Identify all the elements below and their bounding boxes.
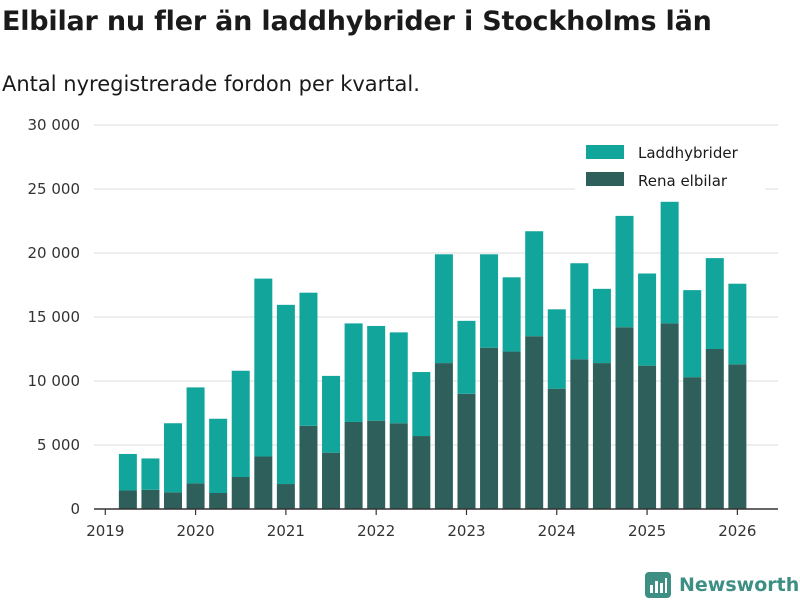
bar-laddhybrider (254, 278, 273, 457)
legend-label-laddhybrider: Laddhybrider (638, 144, 739, 162)
bar-rena-elbilar (502, 351, 521, 509)
legend-swatch-rena-elbilar (586, 172, 624, 186)
bar-rena-elbilar (322, 452, 341, 509)
bar-rena-elbilar (367, 420, 386, 509)
bar-laddhybrider (118, 453, 137, 491)
x-axis: 2019 2020 2021 2022 2023 2024 2025 2026 (86, 508, 778, 540)
bar-laddhybrider (141, 458, 160, 490)
bar-laddhybrider (705, 258, 724, 349)
bar-rena-elbilar (164, 492, 183, 509)
bar-rena-elbilar (457, 393, 476, 509)
y-tick-label: 25 000 (28, 180, 81, 198)
legend-swatch-laddhybrider (586, 145, 624, 159)
bar-rena-elbilar (276, 484, 295, 509)
y-tick-label: 5 000 (37, 436, 80, 454)
bar-rena-elbilar (254, 456, 273, 509)
bar-rena-elbilar (186, 483, 205, 509)
bar-laddhybrider (457, 320, 476, 394)
bar-rena-elbilar (525, 336, 544, 509)
bar-laddhybrider (434, 254, 453, 364)
y-tick-label: 20 000 (28, 244, 81, 262)
y-tick-label: 0 (70, 500, 80, 518)
bar-rena-elbilar (547, 388, 566, 509)
bar-laddhybrider (276, 304, 295, 485)
bar-laddhybrider (344, 323, 363, 422)
legend: Laddhybrider Rena elbilar (575, 136, 765, 194)
legend-label-rena-elbilar: Rena elbilar (638, 172, 728, 190)
bar-laddhybrider (592, 288, 611, 364)
x-tick-label: 2025 (628, 522, 666, 540)
bar-laddhybrider (322, 375, 341, 453)
bar-rena-elbilar (660, 323, 679, 509)
bar-rena-elbilar (638, 365, 657, 509)
bar-rena-elbilar (570, 359, 589, 509)
bar-laddhybrider (480, 254, 499, 348)
newsworthy-brand: Newsworthy (645, 570, 800, 600)
bar-laddhybrider (638, 273, 657, 366)
bar-laddhybrider (570, 263, 589, 360)
x-tick-label: 2019 (86, 522, 124, 540)
bar-rena-elbilar (615, 327, 634, 509)
bar-rena-elbilar (118, 490, 137, 509)
bar-rena-elbilar (231, 477, 250, 509)
bar-rena-elbilar (389, 423, 408, 509)
bar-rena-elbilar (434, 363, 453, 509)
bar-laddhybrider (615, 215, 634, 328)
bar-laddhybrider (299, 292, 318, 426)
brand-name: Newsworthy (679, 574, 800, 596)
bar-rena-elbilar (480, 347, 499, 509)
bar-laddhybrider (525, 231, 544, 337)
bars (118, 201, 747, 509)
y-axis-ticks: 0 5 000 10 000 15 000 20 000 25 000 30 000 (28, 116, 81, 518)
bar-laddhybrider (502, 277, 521, 352)
x-tick-label: 2021 (267, 522, 305, 540)
bar-rena-elbilar (728, 364, 747, 509)
bar-laddhybrider (389, 332, 408, 424)
bar-laddhybrider (164, 423, 183, 493)
x-tick-label: 2020 (176, 522, 214, 540)
bar-laddhybrider (209, 418, 228, 493)
bar-laddhybrider (412, 372, 431, 437)
y-tick-label: 30 000 (28, 116, 81, 134)
bar-rena-elbilar (209, 493, 228, 509)
x-tick-label: 2024 (538, 522, 576, 540)
bar-rena-elbilar (344, 421, 363, 509)
bar-laddhybrider (231, 370, 250, 477)
chart-subtitle: Antal nyregistrerade fordon per kvartal. (2, 72, 420, 96)
y-tick-label: 10 000 (28, 372, 81, 390)
bar-laddhybrider (683, 290, 702, 378)
bar-laddhybrider (367, 325, 386, 421)
bar-rena-elbilar (705, 349, 724, 509)
x-tick-label: 2026 (718, 522, 756, 540)
bar-laddhybrider (660, 201, 679, 324)
x-tick-label: 2022 (357, 522, 395, 540)
bar-rena-elbilar (299, 425, 318, 509)
bar-laddhybrider (186, 387, 205, 484)
bar-rena-elbilar (412, 436, 431, 509)
newsworthy-logo-icon (645, 572, 671, 598)
bar-laddhybrider (547, 309, 566, 389)
chart-title: Elbilar nu fler än laddhybrider i Stockh… (2, 6, 712, 37)
bar-rena-elbilar (592, 363, 611, 509)
y-tick-label: 15 000 (28, 308, 81, 326)
x-tick-label: 2023 (447, 522, 485, 540)
bar-laddhybrider (728, 283, 747, 365)
bar-rena-elbilar (141, 489, 160, 509)
bar-rena-elbilar (683, 377, 702, 509)
